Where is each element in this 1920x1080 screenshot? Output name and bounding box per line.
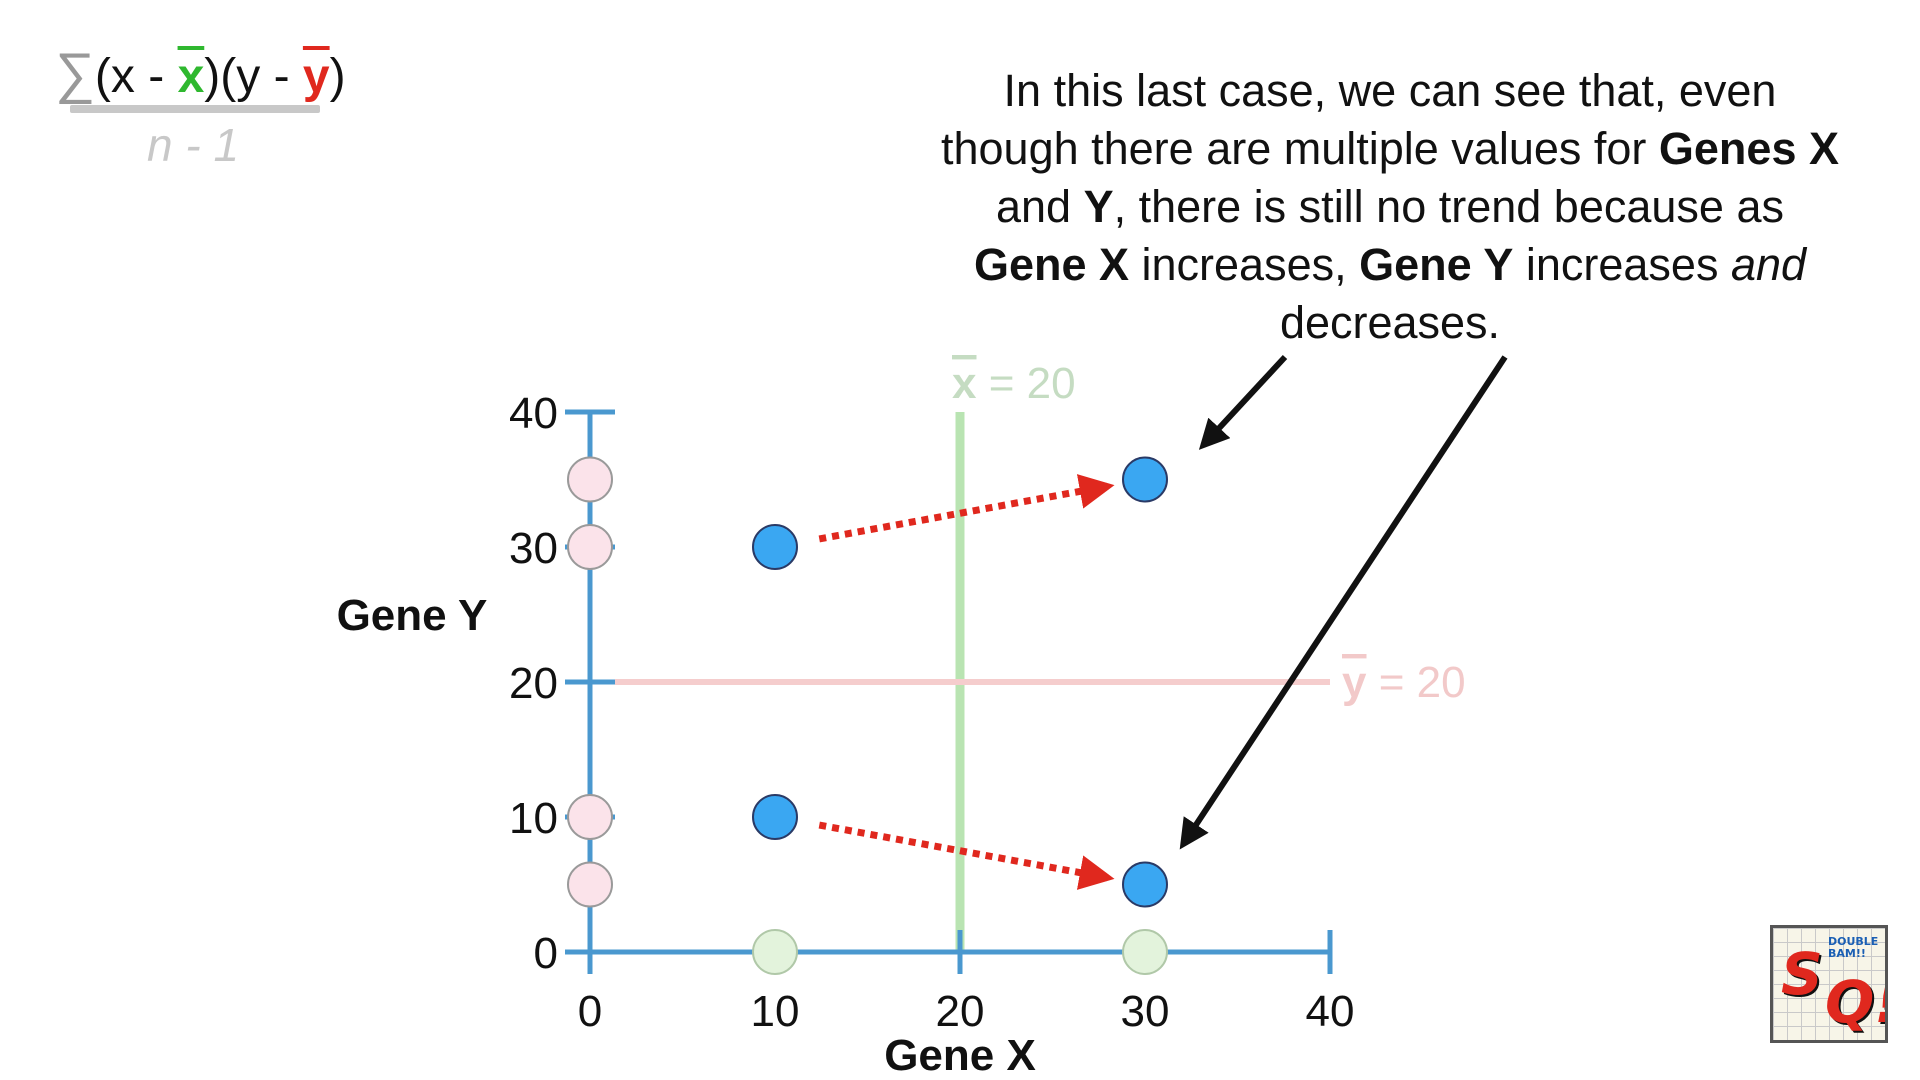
mean-x-label: x = 20: [952, 359, 1076, 408]
fraction-bar: [70, 105, 320, 113]
x-axis-title: Gene X: [884, 1031, 1036, 1080]
y-marginal-point: [567, 456, 613, 503]
x-tick-label: 40: [1306, 987, 1355, 1036]
y-tick-label: 10: [509, 794, 558, 843]
statquest-logo: S DOUBLE BAM!! Q!: [1770, 925, 1888, 1043]
formula-ybar: y: [302, 50, 330, 103]
mean-x-value: = 20: [976, 359, 1075, 408]
mean-x-symbol: x: [952, 359, 977, 408]
logo-letter-s: S: [1781, 940, 1823, 1008]
formula-numerator: ∑(x - x)(y - y): [55, 40, 346, 105]
x-tick-label: 0: [578, 987, 602, 1036]
y-tick-label: 30: [509, 524, 558, 573]
y-tick-label: 20: [509, 659, 558, 708]
note-part: increases: [1513, 239, 1731, 290]
logo-grid: [1773, 928, 1885, 1040]
x-tick-label: 20: [936, 987, 985, 1036]
callout-arrow: [1179, 355, 1508, 850]
annotation-text: In this last case, we can see that, even…: [940, 62, 1840, 352]
formula-xbar: x: [177, 50, 205, 103]
callout-arrow: [1198, 354, 1288, 450]
trend-arrow: [818, 821, 1115, 890]
x-marginal-point: [1122, 929, 1168, 975]
formula-denominator: n - 1: [147, 119, 240, 171]
sigma-symbol: ∑: [55, 41, 95, 104]
mean-y-label: y = 20: [1342, 658, 1466, 707]
data-point: [1122, 861, 1168, 908]
note-bold: Genes X: [1658, 123, 1839, 174]
y-tick-label: 40: [509, 389, 558, 438]
y-marginal-point: [567, 524, 613, 570]
logo-small-text: DOUBLE BAM!!: [1828, 935, 1879, 960]
formula-close: ): [329, 50, 346, 103]
x-marginal-point: [752, 929, 798, 975]
note-italic: and: [1730, 239, 1807, 290]
formula-part-x: (x -: [94, 50, 178, 103]
y-marginal-point: [567, 861, 613, 908]
y-marginal-point: [567, 794, 613, 840]
trend-arrow: [818, 474, 1115, 543]
note-bold: Y: [1083, 181, 1114, 232]
x-tick-label: 30: [1121, 987, 1170, 1036]
note-part: increases,: [1129, 239, 1360, 290]
mean-y-value: = 20: [1366, 658, 1465, 707]
mean-y-symbol: y: [1342, 658, 1367, 707]
data-point: [752, 794, 798, 840]
y-axis-title: Gene Y: [337, 591, 488, 640]
y-tick-label: 0: [534, 929, 558, 978]
note-bold: Gene Y: [1359, 239, 1514, 290]
formula-part-y: )(y -: [204, 50, 303, 103]
note-part: In this last case, we can see that, even…: [940, 65, 1777, 174]
note-part: and: [996, 181, 1084, 232]
covariance-formula: ∑(x - x)(y - y) n - 1: [55, 40, 355, 171]
data-point: [1122, 456, 1168, 503]
note-part: , there is still no trend because as: [1113, 181, 1784, 232]
data-point: [752, 524, 798, 570]
logo-letter-q: Q!: [1825, 968, 1885, 1036]
note-part: decreases.: [1279, 297, 1501, 348]
x-tick-label: 10: [751, 987, 800, 1036]
note-bold: Gene X: [973, 239, 1129, 290]
